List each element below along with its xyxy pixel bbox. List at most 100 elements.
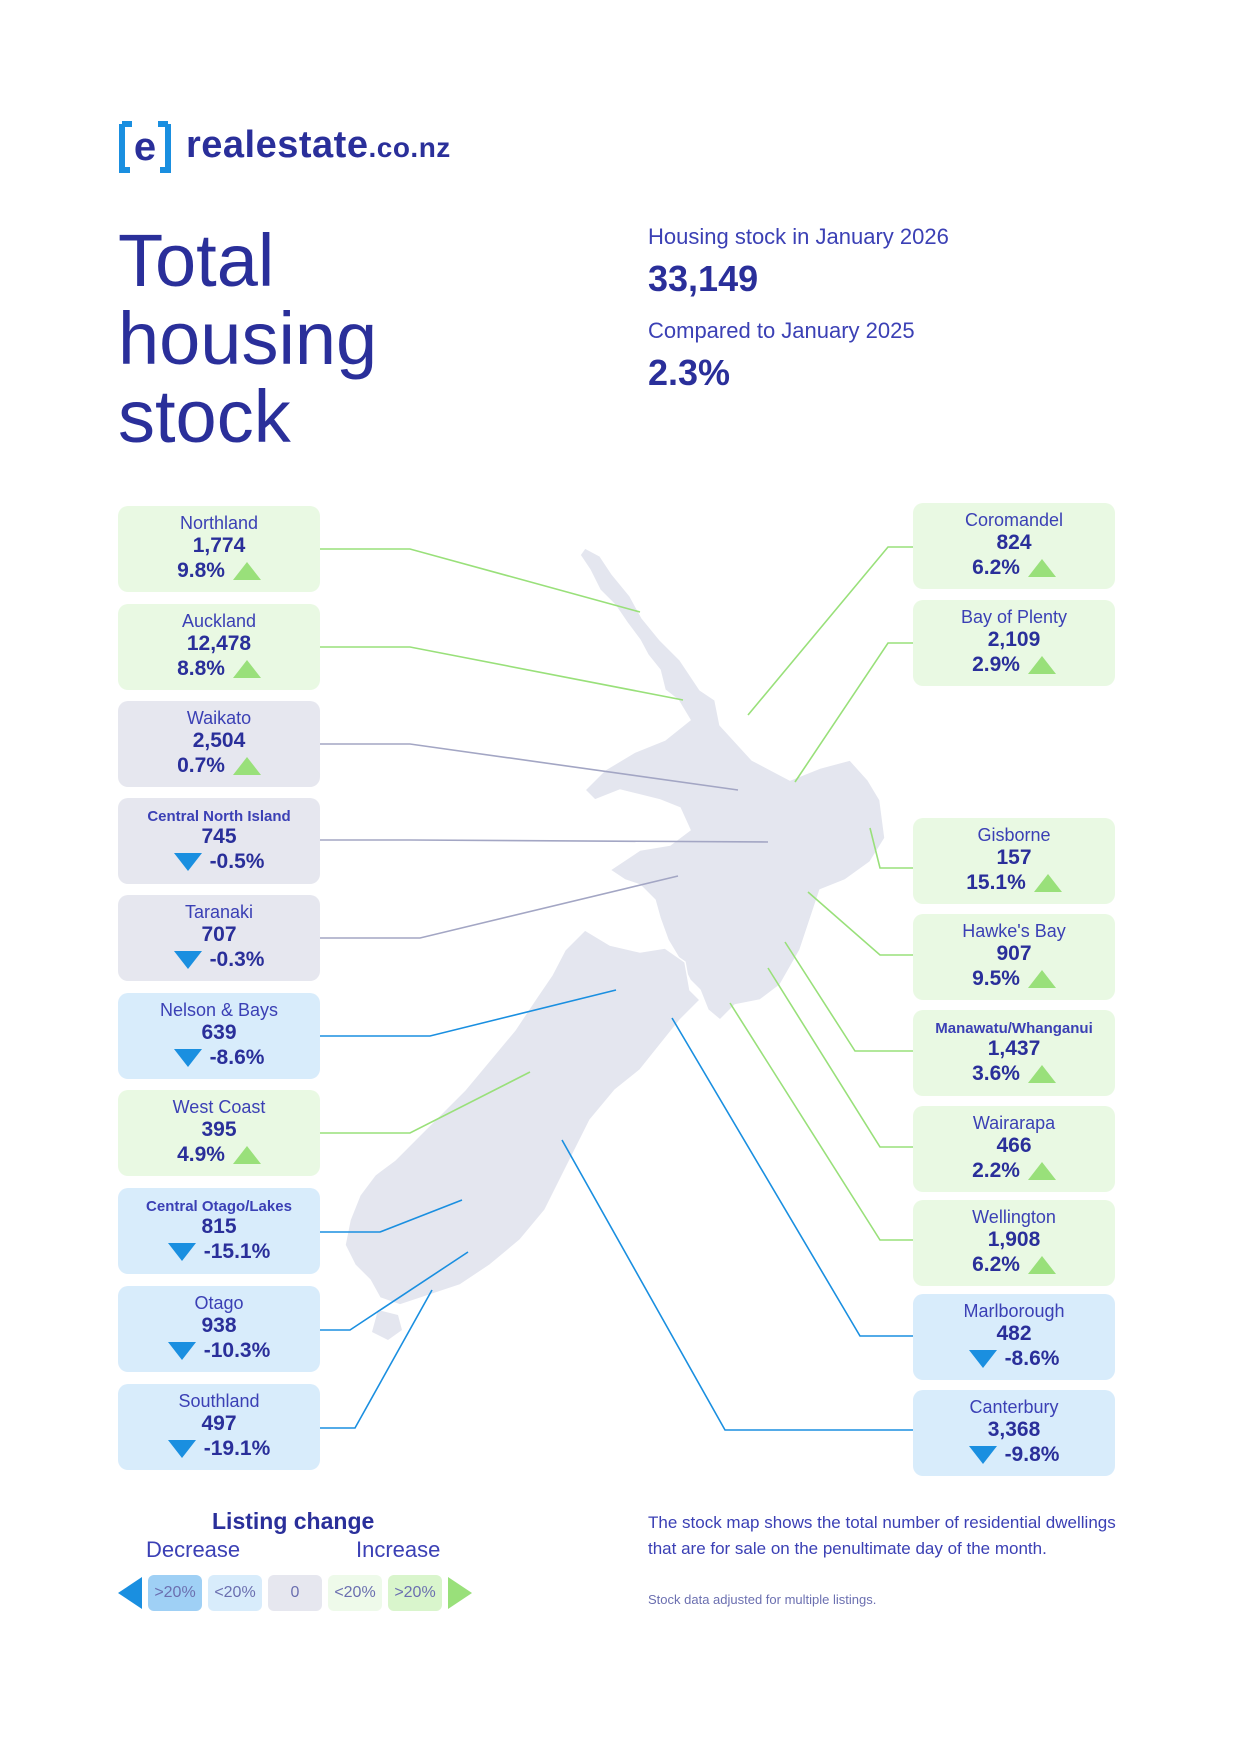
connector-auckland bbox=[320, 646, 684, 701]
connector-otago bbox=[320, 1251, 469, 1331]
region-name: Manawatu/Whanganui bbox=[935, 1020, 1093, 1037]
region-name: Gisborne bbox=[977, 825, 1051, 845]
arrow-down-icon bbox=[167, 1440, 196, 1458]
stewart-island-shape bbox=[372, 1310, 402, 1340]
region-change: -0.3% bbox=[209, 948, 265, 971]
region-card-gisborne: Gisborne 157 15.1% bbox=[913, 818, 1115, 904]
arrow-up-icon bbox=[232, 660, 261, 678]
brand-logo: e realestate.co.nz bbox=[118, 118, 451, 173]
region-count: 1,908 bbox=[987, 1228, 1041, 1251]
region-name: Central Otago/Lakes bbox=[146, 1198, 292, 1215]
region-count: 3,368 bbox=[987, 1418, 1041, 1441]
legend-decrease-label: Decrease bbox=[146, 1537, 241, 1562]
region-card-northland: Northland 1,774 9.8% bbox=[118, 506, 320, 592]
legend-chip-small-decrease: <20% bbox=[208, 1575, 262, 1611]
region-count: 157 bbox=[996, 846, 1032, 869]
arrow-down-icon bbox=[167, 1243, 196, 1261]
region-change: 4.9% bbox=[177, 1143, 225, 1166]
connector-west-coast bbox=[320, 1071, 531, 1134]
region-card-manawatu-whanganui: Manawatu/Whanganui 1,437 3.6% bbox=[913, 1010, 1115, 1096]
region-name: Southland bbox=[178, 1391, 260, 1411]
region-change: 6.2% bbox=[972, 556, 1020, 579]
compare-summary: Compared to January 2025 2.3% bbox=[648, 318, 915, 394]
region-count: 12,478 bbox=[186, 632, 252, 655]
region-count: 824 bbox=[996, 531, 1032, 554]
arrow-right-icon bbox=[448, 1577, 472, 1609]
title-line-2: housing bbox=[118, 297, 378, 380]
region-card-marlborough: Marlborough 482 -8.6% bbox=[913, 1294, 1115, 1380]
region-card-canterbury: Canterbury 3,368 -9.8% bbox=[913, 1390, 1115, 1476]
region-card-auckland: Auckland 12,478 8.8% bbox=[118, 604, 320, 690]
arrow-down-icon bbox=[173, 1049, 202, 1067]
region-count: 639 bbox=[201, 1021, 237, 1044]
stock-summary: Housing stock in January 2026 33,149 bbox=[648, 224, 949, 300]
region-count: 395 bbox=[201, 1118, 237, 1141]
region-card-central-otago-lakes: Central Otago/Lakes 815 -15.1% bbox=[118, 1188, 320, 1274]
legend-increase-label: Increase bbox=[356, 1537, 441, 1562]
region-change: 6.2% bbox=[972, 1253, 1020, 1276]
connector-southland bbox=[320, 1289, 433, 1429]
region-count: 1,774 bbox=[192, 534, 246, 557]
arrow-up-icon bbox=[1027, 1065, 1056, 1083]
arrow-up-icon bbox=[1033, 874, 1062, 892]
logo-suffix: .co.nz bbox=[368, 131, 451, 163]
connector-central-north-island bbox=[320, 839, 769, 843]
region-count: 938 bbox=[201, 1314, 237, 1337]
page-title: Total housing stock bbox=[118, 222, 377, 456]
connector-wairarapa bbox=[767, 967, 913, 1148]
legend-chip-small-increase: <20% bbox=[328, 1575, 382, 1611]
footnote-small: Stock data adjusted for multiple listing… bbox=[648, 1592, 877, 1607]
region-card-bay-of-plenty: Bay of Plenty 2,109 2.9% bbox=[913, 600, 1115, 686]
region-change: 9.8% bbox=[177, 559, 225, 582]
region-change: -8.6% bbox=[209, 1046, 265, 1069]
region-change: -19.1% bbox=[203, 1437, 271, 1460]
legend-chip-large-increase: >20% bbox=[388, 1575, 442, 1611]
region-change: 8.8% bbox=[177, 657, 225, 680]
region-change: -9.8% bbox=[1004, 1443, 1060, 1466]
region-count: 482 bbox=[996, 1322, 1032, 1345]
region-name: Central North Island bbox=[147, 808, 291, 825]
arrow-up-icon bbox=[1027, 559, 1056, 577]
legend-chip-large-decrease: >20% bbox=[148, 1575, 202, 1611]
region-change: 15.1% bbox=[966, 871, 1026, 894]
connector-bay-of-plenty bbox=[794, 642, 913, 783]
region-name: West Coast bbox=[172, 1097, 266, 1117]
region-name: Waikato bbox=[186, 708, 252, 728]
region-change: 9.5% bbox=[972, 967, 1020, 990]
legend-scale: >20% <20% 0 <20% >20% bbox=[118, 1575, 472, 1611]
connector-coromandel bbox=[747, 546, 913, 716]
region-name: Wairarapa bbox=[972, 1113, 1056, 1133]
region-change: -15.1% bbox=[203, 1240, 271, 1263]
region-count: 466 bbox=[996, 1134, 1032, 1157]
region-count: 815 bbox=[201, 1215, 237, 1238]
connector-nelson-bays bbox=[320, 989, 617, 1037]
logo-name: realestate bbox=[186, 123, 369, 166]
region-change: -10.3% bbox=[203, 1339, 271, 1362]
region-count: 907 bbox=[996, 942, 1032, 965]
region-name: Otago bbox=[194, 1293, 244, 1313]
region-name: Bay of Plenty bbox=[960, 607, 1068, 627]
region-change: -0.5% bbox=[209, 850, 265, 873]
logo-mark-icon: e bbox=[118, 118, 172, 173]
arrow-up-icon bbox=[1027, 970, 1056, 988]
connector-central-otago bbox=[320, 1199, 463, 1233]
connector-waikato bbox=[320, 743, 739, 791]
region-count: 2,109 bbox=[987, 628, 1041, 651]
title-line-3: stock bbox=[118, 375, 291, 458]
connector-taranaki bbox=[320, 875, 679, 939]
connector-wellington bbox=[729, 1002, 913, 1241]
region-card-coromandel: Coromandel 824 6.2% bbox=[913, 503, 1115, 589]
region-card-west-coast: West Coast 395 4.9% bbox=[118, 1090, 320, 1176]
arrow-left-icon bbox=[118, 1577, 142, 1609]
region-name: Wellington bbox=[972, 1207, 1056, 1227]
region-card-southland: Southland 497 -19.1% bbox=[118, 1384, 320, 1470]
region-card-nelson-bays: Nelson & Bays 639 -8.6% bbox=[118, 993, 320, 1079]
compare-value: 2.3% bbox=[648, 352, 731, 393]
connector-marlborough bbox=[671, 1017, 913, 1337]
compare-label: Compared to January 2025 bbox=[648, 318, 915, 343]
region-count: 707 bbox=[201, 923, 237, 946]
logo-mark-letter: e bbox=[134, 125, 156, 169]
logo-wordmark: realestate.co.nz bbox=[186, 124, 451, 167]
region-change: 2.2% bbox=[972, 1159, 1020, 1182]
